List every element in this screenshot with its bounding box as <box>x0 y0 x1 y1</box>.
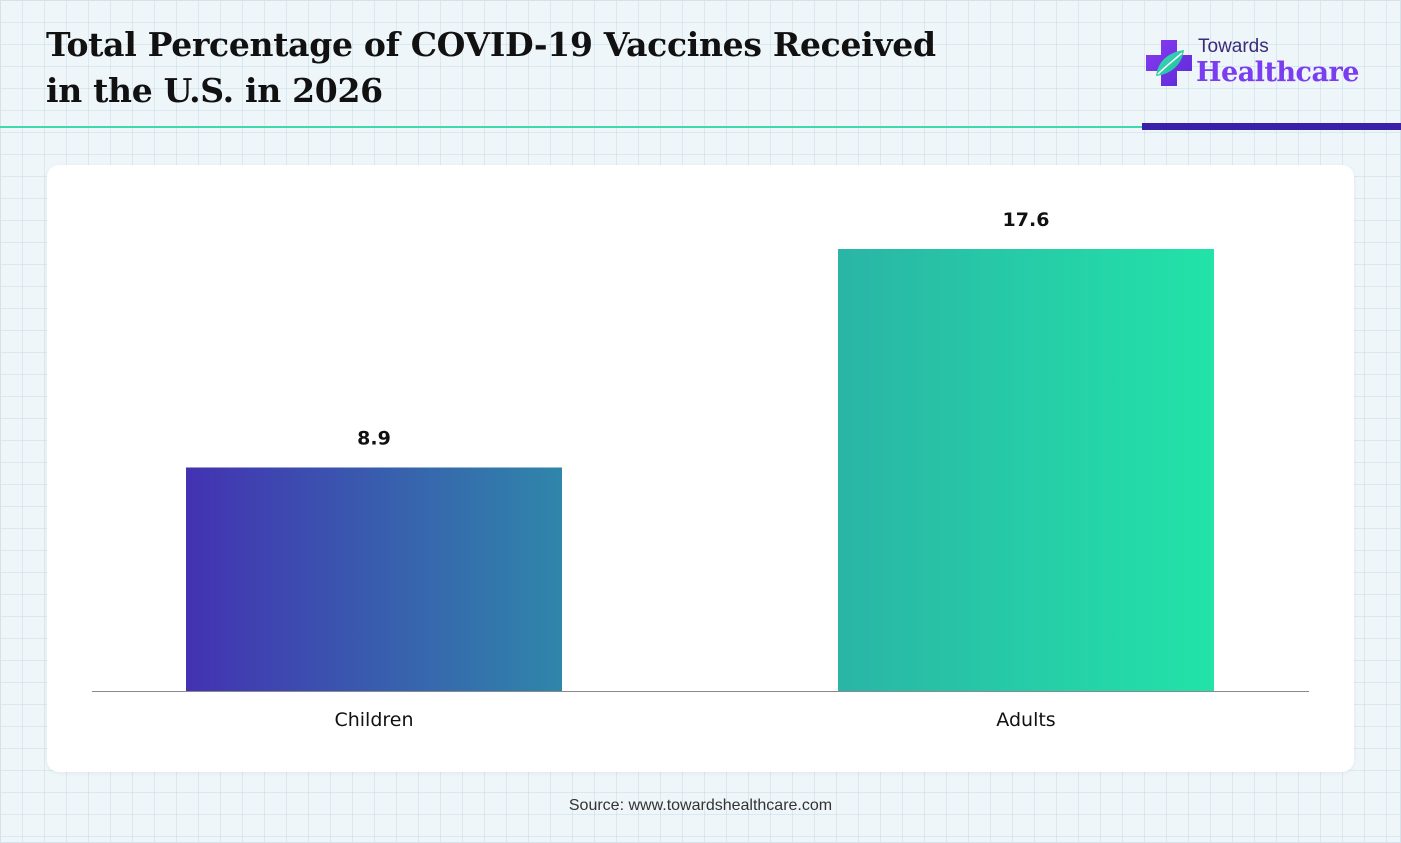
bar-children <box>186 467 562 691</box>
medical-cross-leaf-icon <box>1146 40 1192 86</box>
data-label-children: 8.9 <box>357 427 391 449</box>
chart-title-line-1: Total Percentage of COVID-19 Vaccines Re… <box>46 25 936 64</box>
header-divider-purple <box>1142 123 1401 130</box>
chart-title: Total Percentage of COVID-19 Vaccines Re… <box>46 22 1046 114</box>
chart-title-line-2: in the U.S. in 2026 <box>46 71 383 110</box>
tick-label-adults: Adults <box>996 709 1055 731</box>
chart-card: 8.9 Children 17.6 Adults <box>47 165 1354 772</box>
source-note: Source: www.towardshealthcare.com <box>568 797 833 814</box>
logo-text-towards: Towards <box>1198 36 1269 57</box>
logo-text-healthcare: Healthcare <box>1196 57 1359 88</box>
header-divider-teal <box>0 126 1142 128</box>
bar-chart: 8.9 Children 17.6 Adults <box>92 209 1309 731</box>
data-label-adults: 17.6 <box>1003 209 1050 231</box>
bar-adults <box>838 249 1214 691</box>
tick-label-children: Children <box>334 709 413 731</box>
towards-healthcare-logo: Towards Healthcare <box>1144 32 1374 94</box>
